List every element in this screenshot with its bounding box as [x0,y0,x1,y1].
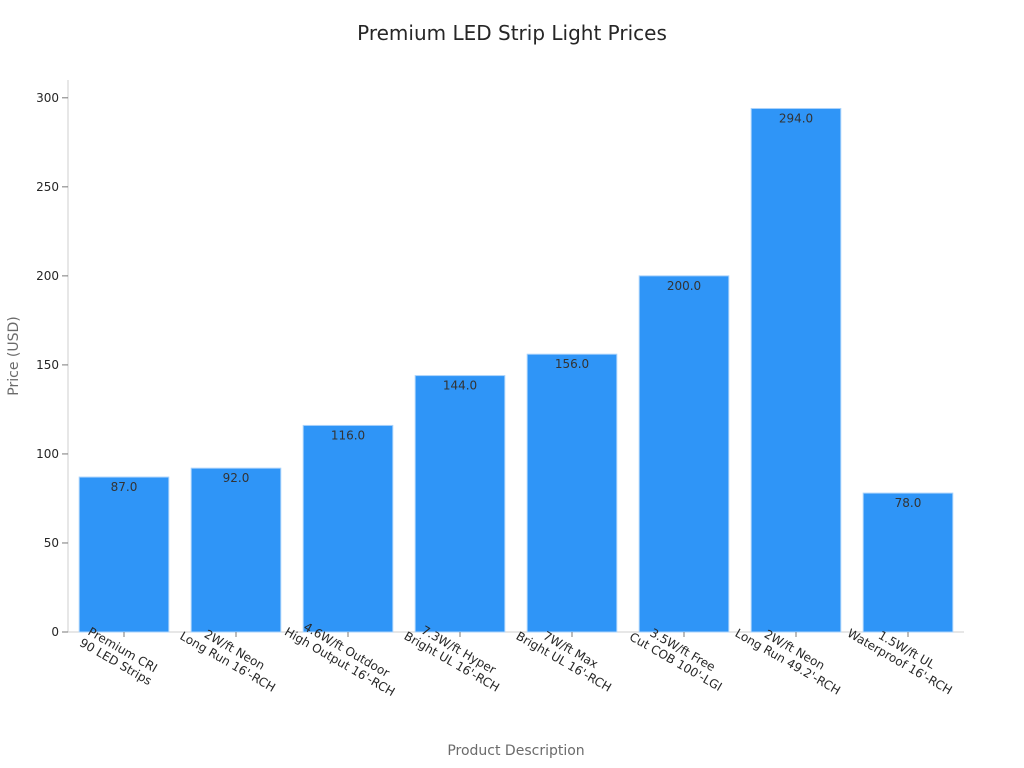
y-tick-label: 200 [36,269,59,283]
y-tick-label: 150 [36,358,59,372]
y-axis-label: Price (USD) [6,316,22,395]
y-tick-label: 100 [36,447,59,461]
bar-value-label: 144.0 [443,379,477,393]
bar-value-label: 200.0 [667,279,701,293]
bar-value-label: 87.0 [111,480,138,494]
x-axis-label: Product Description [447,743,584,759]
bar[interactable] [190,467,282,633]
chart-title: Premium LED Strip Light Prices [357,21,667,45]
bars-group: 87.0 92.0 116.0 144.0 156.0 200.0 294.0 78.0 [78,107,954,633]
bar[interactable] [414,375,506,633]
bar-value-label: 92.0 [223,471,250,485]
bar-value-label: 156.0 [555,357,589,371]
bar-value-label: 294.0 [779,111,813,125]
bar[interactable] [750,107,842,633]
bar[interactable] [526,353,618,633]
y-tick-label: 250 [36,180,59,194]
bar[interactable] [862,492,954,633]
bar[interactable] [638,275,730,633]
y-tick-label: 50 [44,536,59,550]
y-tick-label: 300 [36,91,59,105]
y-tick-label: 0 [51,625,59,639]
bar-value-label: 116.0 [331,428,365,442]
bar-value-label: 78.0 [895,496,922,510]
bar[interactable] [78,476,170,633]
bar[interactable] [302,424,394,633]
x-tick-label: Premium CRI90 LED Strips [77,624,161,689]
